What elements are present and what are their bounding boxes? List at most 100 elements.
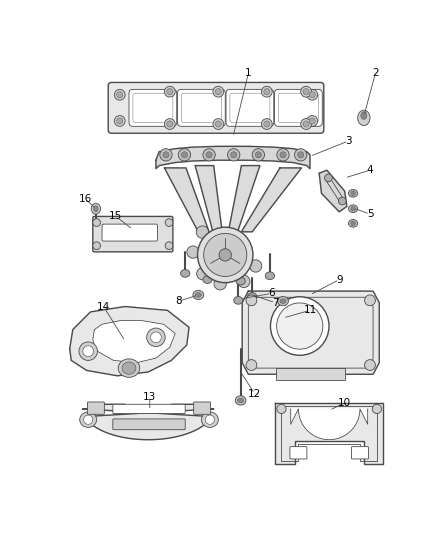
Ellipse shape (219, 249, 231, 261)
Text: 14: 14 (97, 302, 110, 311)
Ellipse shape (238, 275, 250, 288)
Ellipse shape (206, 152, 212, 158)
Ellipse shape (178, 149, 191, 161)
Ellipse shape (117, 92, 123, 98)
FancyBboxPatch shape (352, 447, 368, 459)
Ellipse shape (351, 206, 355, 211)
Ellipse shape (250, 260, 262, 272)
Ellipse shape (303, 121, 309, 127)
Ellipse shape (83, 346, 94, 357)
Ellipse shape (349, 189, 358, 197)
Text: 8: 8 (176, 296, 182, 306)
Ellipse shape (196, 226, 208, 238)
Ellipse shape (187, 246, 199, 259)
Ellipse shape (195, 293, 201, 297)
Text: 7: 7 (272, 297, 279, 308)
Ellipse shape (234, 296, 243, 304)
FancyBboxPatch shape (194, 402, 211, 414)
Ellipse shape (147, 328, 165, 346)
Ellipse shape (325, 174, 332, 182)
Ellipse shape (165, 219, 173, 227)
Ellipse shape (181, 152, 187, 158)
FancyBboxPatch shape (88, 402, 104, 414)
FancyBboxPatch shape (113, 405, 185, 414)
Polygon shape (70, 306, 189, 376)
Ellipse shape (93, 219, 100, 227)
Ellipse shape (349, 205, 358, 213)
Text: 4: 4 (367, 165, 373, 175)
Ellipse shape (114, 90, 125, 100)
FancyBboxPatch shape (290, 447, 307, 459)
Ellipse shape (215, 121, 221, 127)
Ellipse shape (246, 360, 257, 370)
Ellipse shape (215, 88, 221, 95)
Ellipse shape (252, 149, 265, 161)
Ellipse shape (349, 220, 358, 227)
Ellipse shape (261, 119, 272, 130)
Ellipse shape (280, 299, 286, 303)
Ellipse shape (261, 86, 272, 97)
Bar (276, 368, 345, 381)
Polygon shape (241, 168, 301, 232)
Ellipse shape (164, 119, 175, 130)
Ellipse shape (351, 191, 355, 196)
Ellipse shape (298, 152, 304, 158)
Ellipse shape (237, 398, 244, 403)
Ellipse shape (213, 86, 224, 97)
Ellipse shape (351, 221, 355, 225)
Ellipse shape (265, 272, 275, 280)
Ellipse shape (364, 295, 375, 306)
Ellipse shape (280, 152, 286, 158)
Ellipse shape (167, 88, 173, 95)
Text: 5: 5 (367, 209, 373, 219)
Ellipse shape (277, 405, 286, 414)
Ellipse shape (80, 412, 97, 427)
Ellipse shape (247, 293, 257, 301)
FancyBboxPatch shape (102, 224, 158, 241)
Ellipse shape (193, 290, 204, 300)
FancyBboxPatch shape (93, 216, 173, 252)
Polygon shape (83, 405, 214, 440)
Ellipse shape (118, 359, 140, 377)
Polygon shape (319, 170, 347, 212)
Ellipse shape (180, 270, 190, 277)
Ellipse shape (164, 86, 175, 97)
Text: 3: 3 (345, 136, 352, 146)
Ellipse shape (114, 116, 125, 126)
Ellipse shape (167, 121, 173, 127)
Polygon shape (291, 409, 367, 440)
FancyBboxPatch shape (113, 419, 185, 430)
Ellipse shape (197, 268, 209, 280)
Ellipse shape (301, 119, 311, 130)
Ellipse shape (372, 405, 381, 414)
Ellipse shape (213, 119, 224, 130)
Ellipse shape (309, 118, 315, 124)
Ellipse shape (277, 303, 323, 349)
FancyBboxPatch shape (177, 90, 225, 126)
Polygon shape (228, 166, 260, 232)
Text: 15: 15 (109, 212, 123, 221)
Ellipse shape (198, 227, 253, 282)
Ellipse shape (277, 149, 289, 161)
Text: 16: 16 (78, 193, 92, 204)
Ellipse shape (122, 362, 136, 374)
Ellipse shape (93, 242, 100, 249)
Ellipse shape (235, 396, 246, 405)
Polygon shape (195, 166, 222, 232)
Ellipse shape (165, 242, 173, 249)
Ellipse shape (204, 233, 247, 277)
Ellipse shape (203, 149, 215, 161)
FancyBboxPatch shape (108, 83, 324, 133)
Ellipse shape (301, 86, 311, 97)
Ellipse shape (117, 118, 123, 124)
Ellipse shape (231, 152, 237, 158)
Ellipse shape (205, 415, 215, 424)
Ellipse shape (364, 360, 375, 370)
Text: 1: 1 (245, 68, 252, 78)
Polygon shape (93, 320, 175, 363)
Text: 11: 11 (304, 305, 317, 316)
Ellipse shape (339, 197, 346, 205)
Ellipse shape (91, 203, 100, 214)
Ellipse shape (94, 206, 98, 212)
Ellipse shape (79, 342, 97, 360)
